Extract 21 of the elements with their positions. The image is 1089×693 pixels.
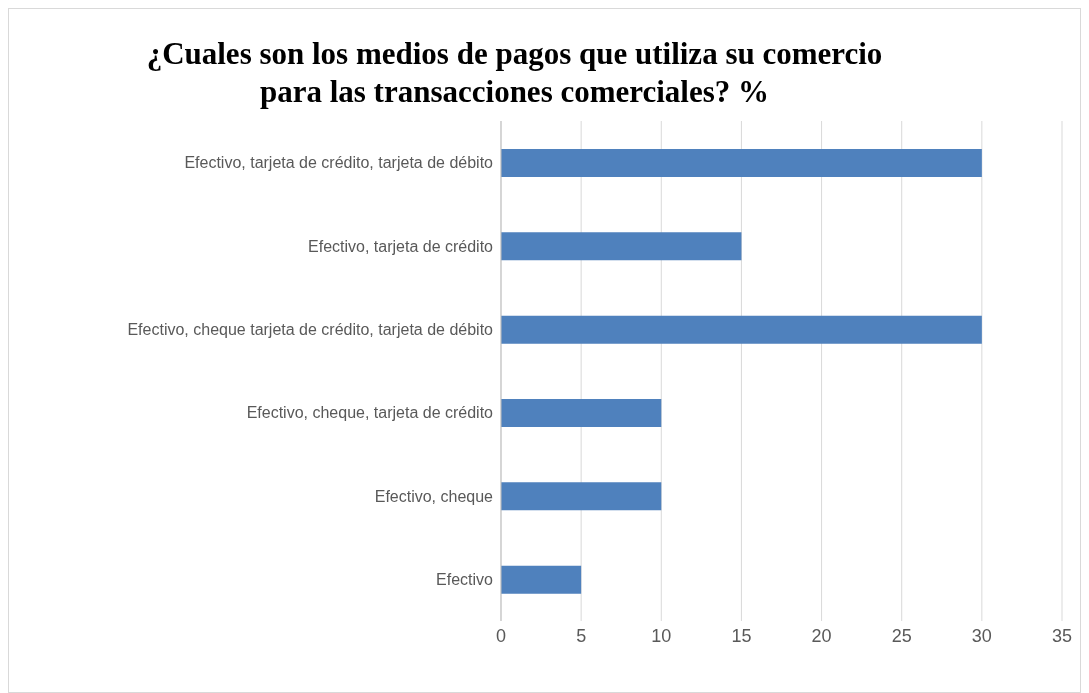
y-tick-label: Efectivo <box>436 571 494 589</box>
x-tick-label: 15 <box>731 625 752 646</box>
x-tick-label: 10 <box>651 625 672 646</box>
x-tick-label: 25 <box>891 625 912 646</box>
bar <box>501 399 662 427</box>
x-tick-label: 35 <box>1051 625 1073 646</box>
y-tick-label: Efectivo, cheque, tarjeta de crédito <box>246 404 494 422</box>
x-tick-label: 5 <box>576 625 587 646</box>
bar <box>501 482 662 511</box>
y-tick-label: Efectivo, cheque tarjeta de crédito, tarjeta de débito <box>127 321 494 339</box>
bar <box>501 232 742 261</box>
bar <box>501 149 982 177</box>
bar <box>501 565 582 594</box>
x-tick-label: 30 <box>971 625 992 646</box>
x-tick-label: 20 <box>811 625 832 646</box>
bar <box>501 315 982 344</box>
y-tick-label: Efectivo, tarjeta de crédito <box>308 237 494 255</box>
chart-title: ¿Cuales son los medios de pagos que utiliza su comercio para las transacciones comerciales? % <box>145 35 884 111</box>
y-tick-label: Efectivo, cheque <box>374 487 494 505</box>
x-tick-label: 0 <box>495 625 507 646</box>
y-tick-label: Efectivo, tarjeta de crédito, tarjeta de débito <box>184 154 494 172</box>
